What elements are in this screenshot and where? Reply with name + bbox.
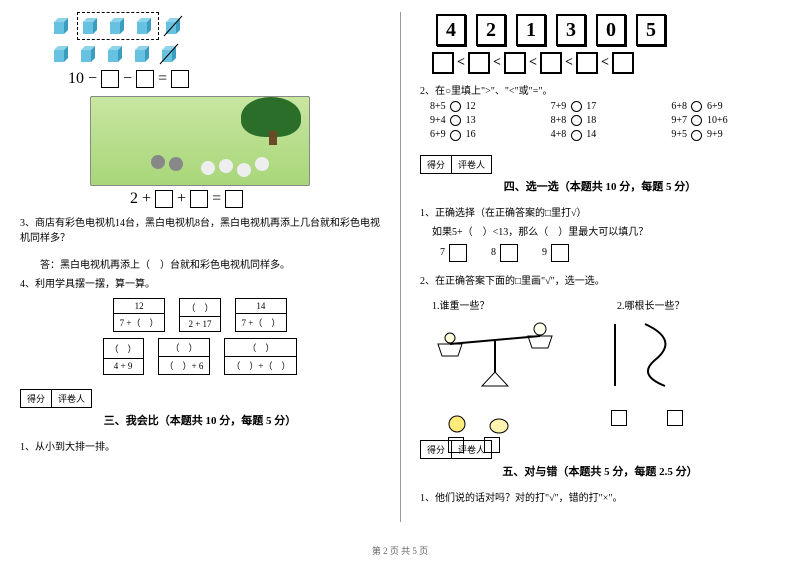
score-box: 得分 评卷人 — [20, 389, 380, 408]
score-label: 得分 — [20, 389, 52, 408]
q4-1a: 1、正确选择（在正确答案的□里打√） — [420, 204, 780, 219]
inequality-row: < < < < < — [432, 52, 780, 74]
chick-icon — [446, 413, 468, 435]
section-3-title: 三、我会比（本题共 10 分，每题 5 分） — [20, 412, 380, 428]
question-3: 3、商店有彩色电视机14台，黑白电视机8台，黑白电视机再添上几台就和彩色电视机同… — [20, 216, 380, 246]
lines-figure — [605, 316, 755, 406]
section-4-title: 四、选一选（本题共 10 分，每题 5 分） — [420, 178, 780, 194]
answer-line: 答：黑白电视机再添上（ ）台就和彩色电视机同样多。 — [40, 256, 380, 271]
section-5-title: 五、对与错（本题共 5 分，每题 2.5 分） — [420, 463, 780, 479]
cube-icon — [50, 14, 74, 38]
question-4: 4、利用学具摆一摆，算一算。 — [20, 277, 380, 292]
q4-1b: 如果5+（ ）<13，那么（ ）里最大可以填几？ — [432, 223, 780, 238]
q4-2: 2、在正确答案下面的□里画"√"，选一选。 — [420, 272, 780, 287]
grader-label: 评卷人 — [52, 389, 92, 408]
check-box[interactable] — [667, 410, 683, 426]
column-divider — [400, 12, 401, 522]
check-box[interactable] — [448, 437, 464, 453]
duck-icon — [488, 413, 510, 435]
card: 4 — [436, 14, 466, 46]
comparison-grid: 8+5 127+9 176+8 6+9 9+4 138+8 189+7 10+6… — [430, 101, 780, 141]
q3-1: 1、从小到大排一排。 — [20, 438, 380, 453]
q5-1: 1、他们说的话对吗？对的打"√"，错的打"×"。 — [420, 489, 780, 504]
sub1: 1.谁重一些？ — [432, 297, 595, 312]
q2: 2、在○里填上">"、"<"或"="。 — [420, 82, 780, 97]
page-footer: 第 2 页 共 5 页 — [0, 540, 800, 557]
right-column: 4 2 1 3 0 5 < < < < < 2、在○里填上">"、"<"或"="… — [400, 0, 800, 540]
number-cards: 4 2 1 3 0 5 — [436, 14, 780, 46]
table-row-2: （ ）4 + 9 （ ）（ ）+ 6 （ ）（ ）+（ ） — [20, 338, 380, 375]
balance-figure: 1.谁重一些？ — [420, 293, 780, 426]
cube-figure — [50, 12, 380, 66]
option-row: 7 8 9 — [440, 244, 780, 262]
check-box[interactable] — [611, 410, 627, 426]
eq-text: 10 − — [68, 70, 97, 88]
check-box[interactable] — [484, 437, 500, 453]
sub2: 2.哪根长一些？ — [617, 297, 780, 312]
table-row-1: 127 +（ ） （ ）2 + 17 147 +（ ） — [20, 298, 380, 332]
score-box-4: 得分 评卷人 — [420, 155, 780, 174]
rabbit-scene — [90, 96, 310, 186]
left-column: 10 − − = 2 + + = 3、商店有彩色电视机14台，黑白电视机8台，黑… — [0, 0, 400, 540]
equation-1: 10 − − = — [68, 70, 380, 88]
equation-2: 2 + + = — [130, 190, 380, 208]
